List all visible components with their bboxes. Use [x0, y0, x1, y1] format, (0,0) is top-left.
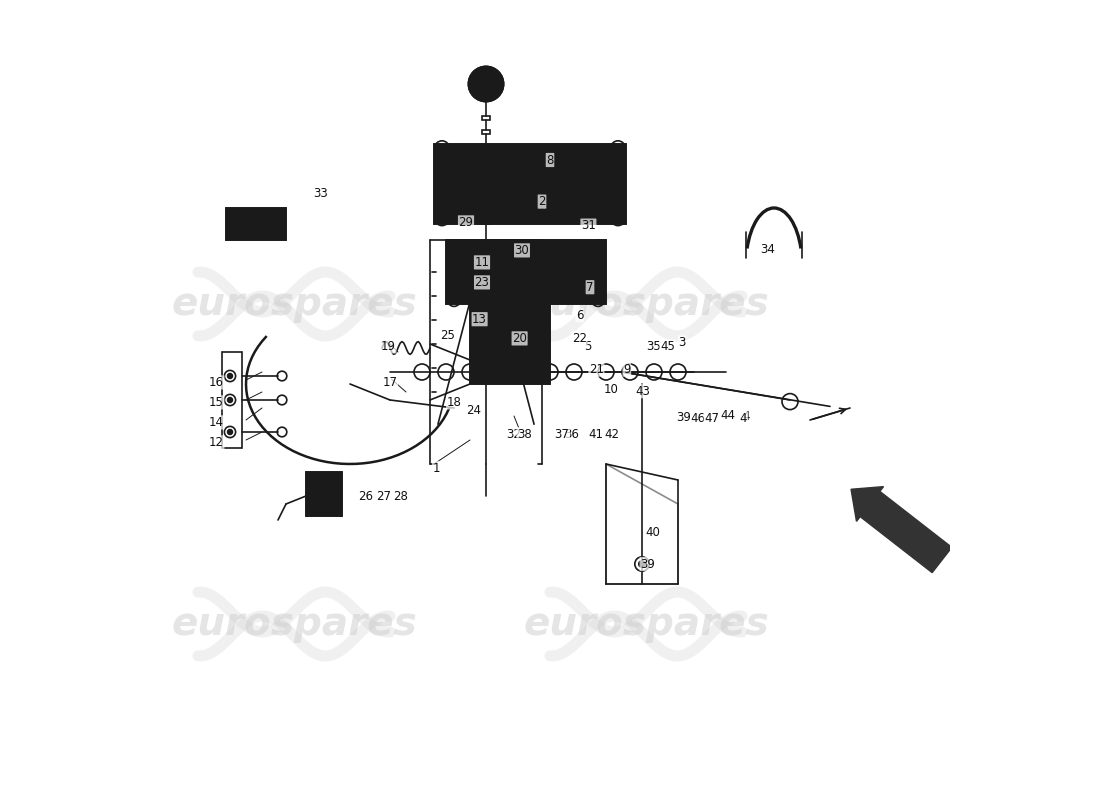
- Bar: [482, 130, 490, 134]
- Text: 16: 16: [209, 376, 224, 389]
- Text: 33: 33: [314, 187, 328, 200]
- Text: 39: 39: [640, 558, 654, 570]
- Text: 27: 27: [376, 490, 392, 502]
- Text: 22: 22: [572, 332, 587, 345]
- Text: eurospares: eurospares: [172, 605, 417, 643]
- Text: 23: 23: [474, 276, 490, 289]
- Text: 41: 41: [588, 428, 603, 441]
- Bar: [306, 472, 342, 516]
- Text: 28: 28: [393, 490, 408, 502]
- Circle shape: [510, 336, 518, 344]
- Circle shape: [595, 298, 601, 302]
- Text: 30: 30: [515, 244, 529, 257]
- Text: 4: 4: [740, 412, 747, 425]
- Bar: [226, 208, 286, 240]
- Text: 8: 8: [547, 154, 553, 166]
- Text: 13: 13: [472, 313, 487, 326]
- Text: 39: 39: [676, 411, 691, 424]
- Text: 46: 46: [691, 412, 705, 425]
- Bar: [454, 156, 602, 216]
- Text: 42: 42: [604, 428, 619, 441]
- Text: 4: 4: [742, 410, 750, 422]
- Bar: [434, 144, 626, 224]
- Bar: [434, 144, 626, 224]
- Text: 19: 19: [381, 340, 396, 353]
- Text: 11: 11: [474, 256, 490, 269]
- Text: 43: 43: [636, 385, 650, 398]
- Text: 35: 35: [647, 340, 661, 353]
- Text: 3: 3: [679, 336, 685, 349]
- Text: 18: 18: [447, 396, 461, 409]
- Text: 36: 36: [564, 428, 579, 441]
- Circle shape: [228, 430, 232, 434]
- Bar: [470, 288, 550, 384]
- Circle shape: [595, 244, 601, 249]
- Text: 26: 26: [359, 490, 374, 502]
- Text: 7: 7: [586, 281, 594, 294]
- Text: 45: 45: [660, 340, 675, 353]
- Bar: [470, 288, 550, 384]
- Bar: [306, 472, 342, 516]
- Bar: [446, 240, 606, 304]
- Text: 10: 10: [604, 383, 619, 396]
- Text: 29: 29: [459, 216, 473, 229]
- Circle shape: [639, 561, 646, 567]
- Text: 25: 25: [440, 329, 455, 342]
- Bar: [446, 240, 606, 304]
- Bar: [226, 208, 286, 240]
- Text: 38: 38: [517, 428, 531, 441]
- Text: 9: 9: [623, 363, 630, 376]
- Bar: [454, 156, 602, 216]
- Text: eurospares: eurospares: [524, 605, 769, 643]
- Text: 17: 17: [383, 376, 397, 389]
- Text: 2: 2: [538, 195, 546, 208]
- Circle shape: [452, 298, 456, 302]
- Text: 6: 6: [576, 309, 583, 322]
- Circle shape: [452, 244, 456, 249]
- Text: 40: 40: [645, 526, 660, 538]
- Bar: [482, 116, 490, 120]
- Circle shape: [228, 374, 232, 378]
- Text: 15: 15: [209, 396, 223, 409]
- Text: 14: 14: [209, 416, 224, 429]
- FancyArrow shape: [851, 486, 952, 573]
- Circle shape: [469, 66, 504, 102]
- Text: 44: 44: [720, 409, 735, 422]
- Text: 24: 24: [466, 404, 482, 417]
- Text: 31: 31: [581, 219, 596, 232]
- Bar: [481, 218, 492, 224]
- Text: 32: 32: [507, 428, 521, 441]
- Text: 37: 37: [554, 428, 570, 441]
- Text: 34: 34: [760, 243, 775, 256]
- Text: 20: 20: [513, 332, 527, 345]
- Text: 1: 1: [432, 462, 440, 474]
- Text: eurospares: eurospares: [524, 285, 769, 323]
- Text: eurospares: eurospares: [172, 285, 417, 323]
- Text: 12: 12: [209, 436, 224, 449]
- Circle shape: [228, 398, 232, 402]
- Circle shape: [312, 482, 337, 506]
- Bar: [222, 352, 242, 448]
- Text: 21: 21: [588, 363, 604, 376]
- Text: 5: 5: [584, 340, 592, 353]
- Text: 47: 47: [704, 412, 719, 425]
